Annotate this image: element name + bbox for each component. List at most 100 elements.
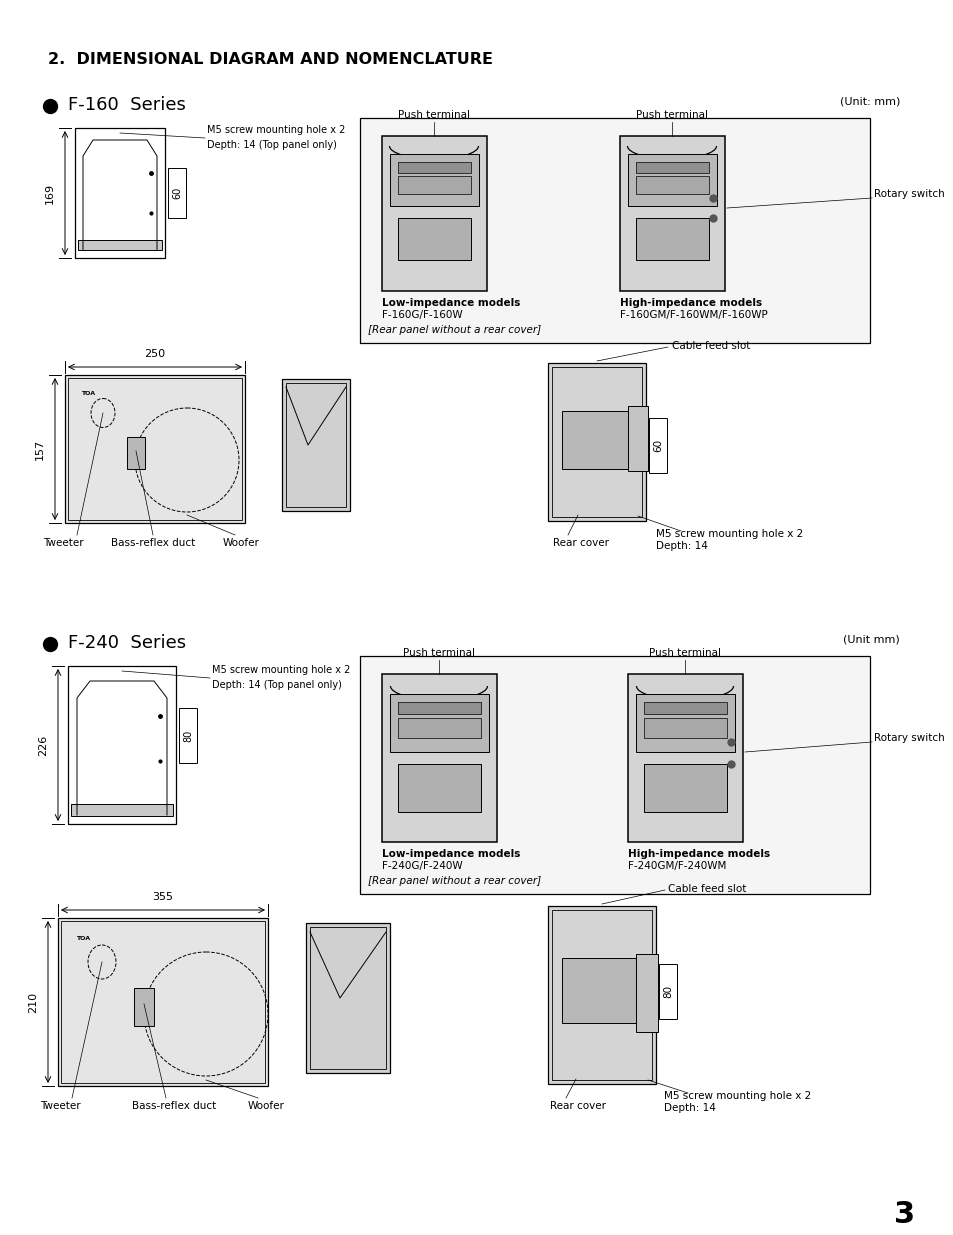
Text: Push terminal: Push terminal bbox=[636, 110, 707, 120]
Bar bbox=[58, 918, 268, 1086]
Bar bbox=[397, 162, 471, 173]
Bar bbox=[286, 383, 346, 508]
Text: Woofer: Woofer bbox=[222, 538, 259, 548]
Bar bbox=[397, 718, 480, 739]
Bar bbox=[636, 219, 708, 261]
Text: TOA: TOA bbox=[81, 391, 95, 396]
Text: Cable feed slot: Cable feed slot bbox=[671, 341, 750, 351]
Text: Bass-reflex duct: Bass-reflex duct bbox=[132, 1100, 216, 1112]
Text: 355: 355 bbox=[152, 892, 173, 902]
Text: Low-impedance models: Low-impedance models bbox=[381, 848, 519, 860]
Bar bbox=[643, 764, 726, 811]
Bar bbox=[306, 923, 390, 1073]
Text: F-240  Series: F-240 Series bbox=[68, 634, 186, 652]
Text: Rear cover: Rear cover bbox=[553, 538, 608, 548]
Bar bbox=[397, 219, 471, 261]
Text: Tweeter: Tweeter bbox=[43, 538, 83, 548]
Text: 226: 226 bbox=[38, 735, 48, 756]
Bar bbox=[636, 177, 708, 194]
Text: M5 screw mounting hole x 2: M5 screw mounting hole x 2 bbox=[207, 125, 345, 135]
Text: F-160G/F-160W: F-160G/F-160W bbox=[381, 310, 462, 320]
Bar bbox=[68, 666, 175, 824]
Text: M5 screw mounting hole x 2: M5 screw mounting hole x 2 bbox=[663, 1091, 810, 1100]
Text: 80: 80 bbox=[183, 730, 193, 742]
Text: 210: 210 bbox=[28, 992, 38, 1013]
Text: Push terminal: Push terminal bbox=[397, 110, 470, 120]
Bar bbox=[127, 437, 145, 469]
Bar bbox=[310, 927, 386, 1070]
Text: Woofer: Woofer bbox=[247, 1100, 284, 1112]
Bar bbox=[547, 906, 656, 1084]
Text: F-160GM/F-160WM/F-160WP: F-160GM/F-160WM/F-160WP bbox=[619, 310, 767, 320]
Bar bbox=[68, 378, 242, 520]
Bar bbox=[179, 708, 196, 763]
Text: Bass-reflex duct: Bass-reflex duct bbox=[111, 538, 195, 548]
Text: F-160  Series: F-160 Series bbox=[68, 96, 186, 114]
Text: 80: 80 bbox=[662, 986, 672, 998]
Bar bbox=[359, 656, 869, 894]
Bar bbox=[636, 162, 708, 173]
Text: 250: 250 bbox=[144, 350, 166, 359]
Text: Depth: 14 (Top panel only): Depth: 14 (Top panel only) bbox=[212, 680, 341, 690]
Bar bbox=[648, 417, 666, 473]
Text: Depth: 14: Depth: 14 bbox=[663, 1103, 715, 1113]
Bar bbox=[561, 411, 631, 469]
Text: Rotary switch: Rotary switch bbox=[873, 734, 943, 743]
Bar bbox=[71, 804, 172, 816]
Bar bbox=[552, 910, 651, 1079]
Text: M5 screw mounting hole x 2: M5 screw mounting hole x 2 bbox=[656, 529, 802, 538]
Text: Depth: 14: Depth: 14 bbox=[656, 541, 707, 551]
Text: Depth: 14 (Top panel only): Depth: 14 (Top panel only) bbox=[207, 140, 336, 149]
Text: F-240GM/F-240WM: F-240GM/F-240WM bbox=[627, 861, 725, 871]
Bar bbox=[561, 958, 641, 1023]
Text: M5 screw mounting hole x 2: M5 screw mounting hole x 2 bbox=[212, 664, 350, 676]
Text: High-impedance models: High-impedance models bbox=[619, 298, 761, 308]
Bar bbox=[636, 694, 734, 752]
Text: Push terminal: Push terminal bbox=[648, 648, 720, 658]
Bar bbox=[547, 363, 645, 521]
Bar bbox=[397, 701, 480, 714]
Bar bbox=[282, 379, 350, 511]
Bar bbox=[659, 965, 677, 1019]
Bar bbox=[61, 921, 265, 1083]
Bar bbox=[381, 136, 486, 291]
Text: [Rear panel without a rear cover]: [Rear panel without a rear cover] bbox=[368, 325, 540, 335]
Text: (Unit: mm): (Unit: mm) bbox=[839, 96, 899, 106]
Bar bbox=[65, 375, 245, 522]
Bar bbox=[627, 406, 647, 471]
Text: High-impedance models: High-impedance models bbox=[627, 848, 769, 860]
Text: Rotary switch: Rotary switch bbox=[873, 189, 943, 199]
Bar bbox=[643, 718, 726, 739]
Text: 157: 157 bbox=[35, 438, 45, 459]
Bar bbox=[390, 154, 478, 206]
Text: Tweeter: Tweeter bbox=[40, 1100, 80, 1112]
Bar bbox=[627, 154, 717, 206]
Bar bbox=[627, 674, 742, 842]
Text: Low-impedance models: Low-impedance models bbox=[381, 298, 519, 308]
Bar bbox=[397, 177, 471, 194]
Bar bbox=[133, 988, 153, 1026]
Text: Cable feed slot: Cable feed slot bbox=[667, 884, 745, 894]
Text: F-240G/F-240W: F-240G/F-240W bbox=[381, 861, 462, 871]
Text: (Unit mm): (Unit mm) bbox=[842, 634, 899, 643]
Text: 169: 169 bbox=[45, 183, 55, 204]
Text: TOA: TOA bbox=[76, 936, 90, 941]
Bar bbox=[78, 240, 162, 249]
Bar bbox=[397, 764, 480, 811]
Bar bbox=[168, 168, 186, 219]
Text: [Rear panel without a rear cover]: [Rear panel without a rear cover] bbox=[368, 876, 540, 885]
Bar bbox=[75, 128, 165, 258]
Bar bbox=[619, 136, 724, 291]
Bar bbox=[390, 694, 489, 752]
Bar bbox=[381, 674, 497, 842]
Text: 3: 3 bbox=[894, 1200, 915, 1229]
Text: 60: 60 bbox=[652, 438, 662, 452]
Bar bbox=[643, 701, 726, 714]
Text: 2.  DIMENSIONAL DIAGRAM AND NOMENCLATURE: 2. DIMENSIONAL DIAGRAM AND NOMENCLATURE bbox=[48, 52, 493, 67]
Text: Rear cover: Rear cover bbox=[550, 1100, 605, 1112]
Bar bbox=[636, 953, 658, 1032]
Bar bbox=[359, 119, 869, 343]
Text: 60: 60 bbox=[172, 186, 182, 199]
Text: Push terminal: Push terminal bbox=[402, 648, 475, 658]
Bar bbox=[552, 367, 641, 517]
